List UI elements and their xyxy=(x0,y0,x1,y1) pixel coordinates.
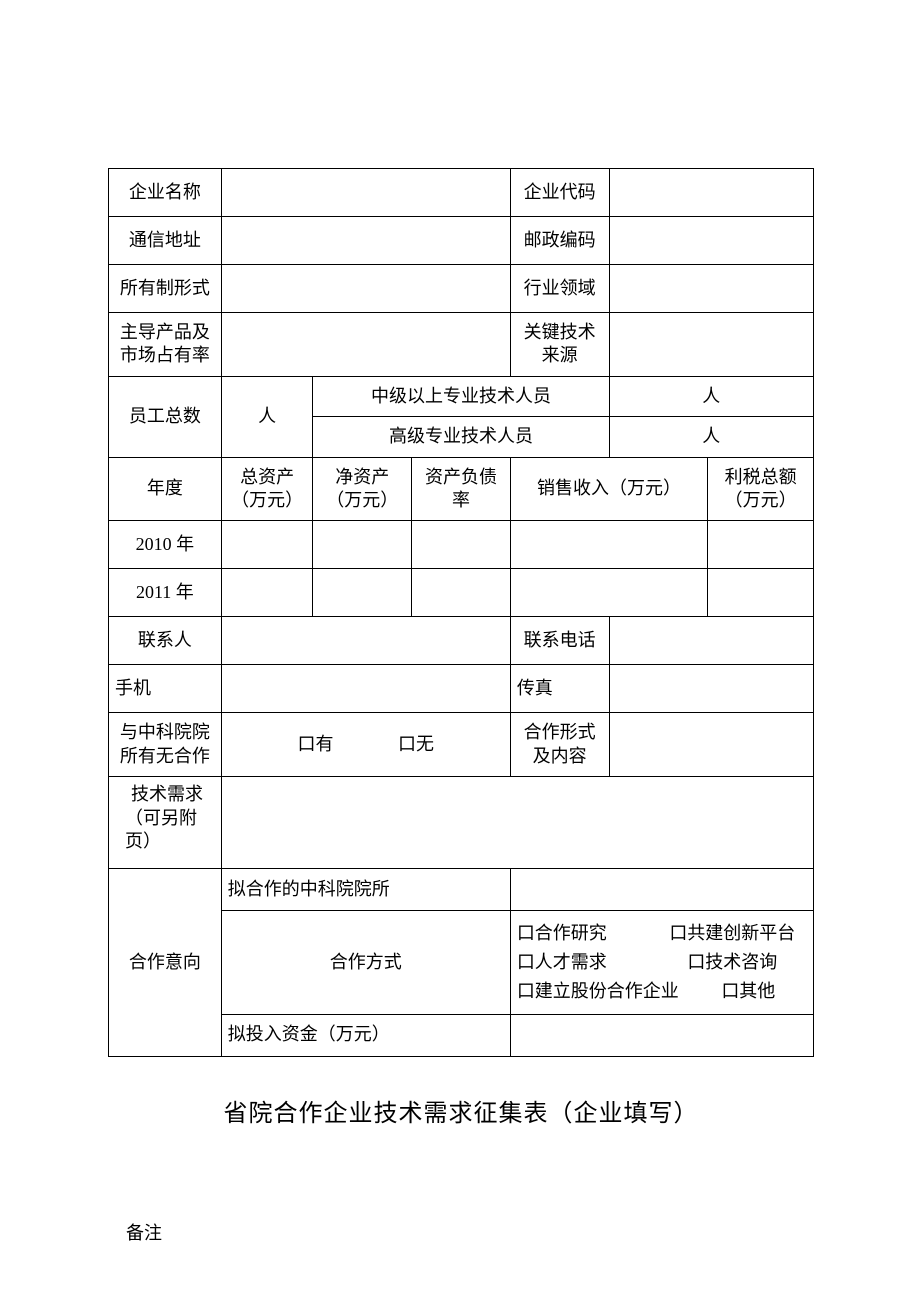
value-key-tech-source xyxy=(609,313,814,377)
label-main-product: 主导产品及市场占有率 xyxy=(109,313,222,377)
tech-need-note-text: （可另附页） xyxy=(125,807,217,854)
value-contact-person xyxy=(221,617,510,665)
checkbox-coop-equity[interactable]: 口建立股份合作企业 xyxy=(517,977,679,1006)
label-fax: 传真 xyxy=(510,665,609,713)
value-tech-need xyxy=(221,777,813,869)
tech-need-label-text: 技术需求 xyxy=(131,783,217,806)
value-2010-debt-ratio xyxy=(412,521,511,569)
checkbox-coop-other[interactable]: 口其他 xyxy=(721,977,775,1006)
value-2010-sales-revenue xyxy=(510,521,707,569)
header-sales-revenue: 销售收入（万元） xyxy=(510,457,707,521)
value-2011-net-assets xyxy=(313,569,412,617)
value-2011-debt-ratio xyxy=(412,569,511,617)
value-contact-phone xyxy=(609,617,814,665)
value-main-product xyxy=(221,313,510,377)
label-company-name: 企业名称 xyxy=(109,169,222,217)
label-total-employees: 员工总数 xyxy=(109,376,222,457)
label-contact-person: 联系人 xyxy=(109,617,222,665)
label-tech-need: 技术需求 （可另附页） xyxy=(109,777,222,869)
value-mobile xyxy=(221,665,510,713)
checkbox-coop-consult[interactable]: 口技术咨询 xyxy=(687,948,777,977)
label-coop-method: 合作方式 xyxy=(221,911,510,1014)
header-total-assets: 总资产（万元） xyxy=(221,457,313,521)
header-debt-ratio: 资产负债率 xyxy=(412,457,511,521)
value-company-name xyxy=(221,169,510,217)
form-table: 企业名称 企业代码 通信地址 邮政编码 所有制形式 行业领域 主导产品及市场占有… xyxy=(108,168,814,1057)
value-proposed-institute xyxy=(510,869,813,911)
value-fax xyxy=(609,665,814,713)
page-container: 企业名称 企业代码 通信地址 邮政编码 所有制形式 行业领域 主导产品及市场占有… xyxy=(0,0,920,1128)
value-proposed-investment xyxy=(510,1014,813,1056)
label-contact-phone: 联系电话 xyxy=(510,617,609,665)
label-year-2011: 2011 年 xyxy=(109,569,222,617)
value-postal-code xyxy=(609,217,814,265)
label-company-code: 企业代码 xyxy=(510,169,609,217)
value-total-employees: 人 xyxy=(221,376,313,457)
footer-note: 备注 xyxy=(126,1219,162,1245)
value-company-code xyxy=(609,169,814,217)
value-mid-tech-staff: 人 xyxy=(609,376,814,416)
value-2011-tax-profit xyxy=(708,569,814,617)
checkbox-coop-research[interactable]: 口合作研究 xyxy=(517,919,607,948)
label-coop-form-content: 合作形式及内容 xyxy=(510,713,609,777)
header-tax-profit: 利税总额（万元） xyxy=(708,457,814,521)
value-2011-total-assets xyxy=(221,569,313,617)
value-coop-method: 口合作研究 口共建创新平台 口人才需求 口技术咨询 口建立股份合作企业 口其他 xyxy=(510,911,813,1014)
page-title: 省院合作企业技术需求征集表（企业填写） xyxy=(108,1093,814,1128)
label-address: 通信地址 xyxy=(109,217,222,265)
value-2011-sales-revenue xyxy=(510,569,707,617)
label-proposed-institute: 拟合作的中科院院所 xyxy=(221,869,510,911)
label-industry: 行业领域 xyxy=(510,265,609,313)
label-cas-cooperation: 与中科院院所有无合作 xyxy=(109,713,222,777)
label-ownership: 所有制形式 xyxy=(109,265,222,313)
value-senior-tech-staff: 人 xyxy=(609,417,814,457)
label-coop-intention: 合作意向 xyxy=(109,869,222,1056)
value-address xyxy=(221,217,510,265)
label-senior-tech-staff: 高级专业技术人员 xyxy=(313,417,609,457)
value-coop-form-content xyxy=(609,713,814,777)
value-ownership xyxy=(221,265,510,313)
value-industry xyxy=(609,265,814,313)
label-key-tech-source: 关键技术来源 xyxy=(510,313,609,377)
label-postal-code: 邮政编码 xyxy=(510,217,609,265)
value-2010-tax-profit xyxy=(708,521,814,569)
checkbox-coop-platform[interactable]: 口共建创新平台 xyxy=(669,919,795,948)
checkbox-coop-talent[interactable]: 口人才需求 xyxy=(517,948,607,977)
value-cas-cooperation: 口有 口无 xyxy=(221,713,510,777)
value-2010-net-assets xyxy=(313,521,412,569)
checkbox-coop-no[interactable]: 口无 xyxy=(398,734,434,754)
label-mid-tech-staff: 中级以上专业技术人员 xyxy=(313,376,609,416)
label-mobile: 手机 xyxy=(109,665,222,713)
value-2010-total-assets xyxy=(221,521,313,569)
header-net-assets: 净资产（万元） xyxy=(313,457,412,521)
label-proposed-investment: 拟投入资金（万元） xyxy=(221,1014,510,1056)
header-year: 年度 xyxy=(109,457,222,521)
checkbox-coop-yes[interactable]: 口有 xyxy=(298,734,334,754)
label-year-2010: 2010 年 xyxy=(109,521,222,569)
